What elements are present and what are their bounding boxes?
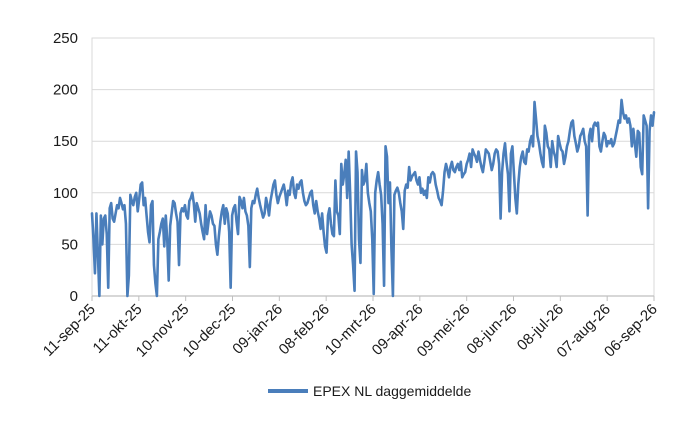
axes [91, 37, 655, 301]
legend: EPEX NL daggemiddelde [268, 383, 471, 399]
y-tick-label: 100 [53, 185, 78, 202]
y-tick-label: 0 [70, 288, 78, 305]
legend-label: EPEX NL daggemiddelde [313, 383, 471, 399]
x-tick-label: 08-jun-26 [463, 301, 520, 358]
series-line [90, 98, 656, 298]
y-tick-label: 200 [53, 82, 78, 99]
y-tick-label: 50 [61, 236, 78, 253]
x-axis-tick-labels: 11-sep-2511-okt-2510-nov-2510-dec-2509-j… [40, 301, 661, 361]
y-axis-tick-labels: 0 50 100 150 200 250 [53, 30, 78, 305]
y-tick-label: 250 [53, 30, 78, 47]
series-layer [90, 98, 656, 298]
x-tick-label: 11-sep-25 [40, 301, 99, 360]
y-tick-label: 150 [53, 133, 78, 150]
